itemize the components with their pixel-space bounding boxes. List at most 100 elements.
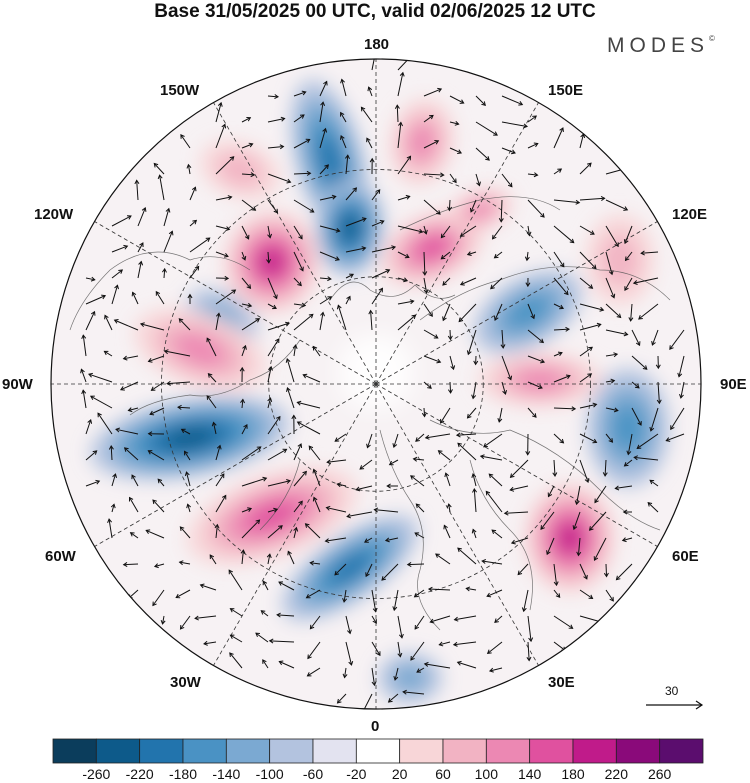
wind-vector-head: [479, 454, 485, 460]
wind-vector-head: [636, 444, 642, 450]
wind-vector-head: [97, 412, 102, 418]
wind-vector: [293, 345, 297, 357]
wind-vector: [423, 115, 434, 123]
wind-vector-head: [447, 389, 453, 394]
wind-vector: [443, 525, 451, 539]
wind-vector: [181, 428, 191, 435]
wind-vector: [553, 433, 564, 444]
wind-vector-head: [540, 213, 545, 218]
wind-vector: [137, 261, 142, 279]
wind-vector-head: [161, 267, 167, 273]
wind-vector: [305, 523, 321, 539]
wind-vector-head: [267, 397, 273, 402]
wind-vector: [651, 329, 659, 346]
wind-vector-head: [118, 269, 124, 274]
wind-vector: [475, 147, 490, 161]
colorbar-tick-label: 20: [391, 766, 408, 782]
wind-vector-head: [481, 558, 487, 564]
wind-vector-head: [127, 407, 133, 413]
wind-vector: [345, 641, 352, 666]
wind-vector-head: [240, 549, 246, 554]
wind-vectors: [80, 59, 685, 709]
wind-vector-head: [119, 386, 125, 391]
wind-vector-head: [203, 640, 208, 646]
wind-vector-head: [615, 575, 621, 581]
wind-vector-head: [134, 179, 140, 185]
wind-vector: [414, 589, 425, 598]
wind-vector-head: [88, 372, 93, 378]
colorbar-swatch: [399, 738, 444, 764]
modes-logo: MODES©: [607, 34, 715, 58]
wind-vector-head: [227, 195, 233, 200]
wind-vector: [293, 303, 306, 307]
wind-vector-head: [571, 406, 577, 412]
wind-vector: [501, 95, 523, 106]
wind-vector-head: [178, 560, 184, 566]
wind-vector-head: [575, 199, 581, 205]
wind-vector-head: [637, 421, 642, 426]
wind-vector-head: [442, 316, 447, 322]
wind-vector: [371, 269, 390, 279]
wind-vector: [424, 663, 451, 669]
wind-vector: [267, 397, 271, 409]
wind-vector-head: [398, 633, 404, 639]
colorbar-swatch: [529, 738, 574, 764]
wind-vector: [241, 477, 267, 487]
wind-vector: [267, 508, 278, 513]
wind-vector-head: [565, 374, 571, 380]
wind-vector: [293, 471, 307, 487]
wind-vector-head: [327, 296, 333, 301]
wind-vector: [361, 107, 373, 123]
wind-vector: [475, 95, 486, 106]
wind-vector-head: [559, 438, 565, 444]
wind-vector-head: [532, 413, 537, 418]
wind-vector: [381, 563, 399, 581]
wind-vector-head: [248, 142, 254, 148]
wind-vector-head: [229, 634, 235, 639]
wind-vector-head: [436, 210, 441, 215]
wind-vector-head: [104, 314, 109, 320]
wind-vector: [605, 563, 608, 577]
wind-vector-head: [110, 503, 116, 509]
colorbar-swatch: [52, 738, 97, 764]
wind-vector-head: [131, 474, 136, 480]
wind-vector: [180, 615, 191, 630]
wind-vector: [355, 485, 373, 491]
wind-vector: [215, 445, 221, 461]
wind-vector: [605, 199, 628, 211]
wind-vector: [307, 641, 321, 659]
wind-vector-head: [122, 562, 128, 568]
wind-vector-head: [309, 624, 315, 630]
wind-vector-head: [623, 331, 629, 337]
wind-vector-head: [147, 450, 153, 455]
wind-vector: [293, 91, 306, 97]
wind-vector-head: [677, 372, 683, 378]
wind-vector: [397, 641, 401, 657]
wind-vector-head: [216, 444, 222, 450]
wind-vector-head: [406, 155, 412, 161]
wind-vector-head: [410, 475, 415, 480]
wind-vector: [649, 479, 659, 487]
meridian-line: [375, 383, 658, 547]
colorbar-swatch: [485, 738, 531, 764]
wind-vector: [111, 245, 128, 253]
wind-vector-head: [608, 270, 614, 276]
wind-vector: [397, 251, 410, 258]
wind-vector-head: [437, 450, 443, 455]
wind-vector: [605, 407, 618, 412]
wind-vector-head: [565, 326, 570, 332]
wind-vector-head: [145, 529, 151, 534]
meridian-line: [94, 383, 377, 547]
wind-vector-head: [410, 655, 415, 661]
wind-vector-head: [568, 624, 574, 629]
wind-vector-head: [540, 525, 545, 530]
wind-vector: [359, 459, 373, 470]
wind-vector: [267, 480, 291, 487]
wind-vector: [215, 102, 222, 123]
wind-vector-head: [488, 473, 494, 479]
wind-vector: [633, 277, 659, 284]
wind-vector: [279, 661, 295, 669]
wind-vector-head: [302, 470, 307, 476]
colorbar-swatch: [269, 738, 314, 764]
wind-vector-head: [229, 156, 235, 161]
